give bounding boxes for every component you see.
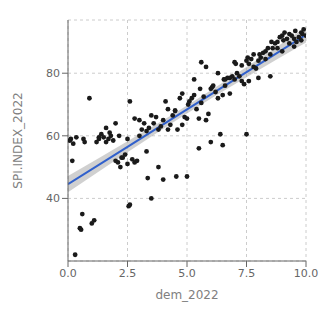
svg-text:5.0: 5.0: [178, 267, 196, 280]
svg-text:40: 40: [46, 192, 60, 205]
svg-text:10.0: 10.0: [294, 267, 319, 280]
svg-text:dem_2022: dem_2022: [155, 288, 218, 302]
svg-text:80: 80: [46, 67, 60, 80]
svg-text:0.0: 0.0: [59, 267, 77, 280]
svg-text:SPI.INDEX_2022: SPI.INDEX_2022: [11, 92, 25, 188]
svg-text:7.5: 7.5: [238, 267, 256, 280]
svg-text:60: 60: [46, 130, 60, 143]
svg-text:2.5: 2.5: [119, 267, 137, 280]
